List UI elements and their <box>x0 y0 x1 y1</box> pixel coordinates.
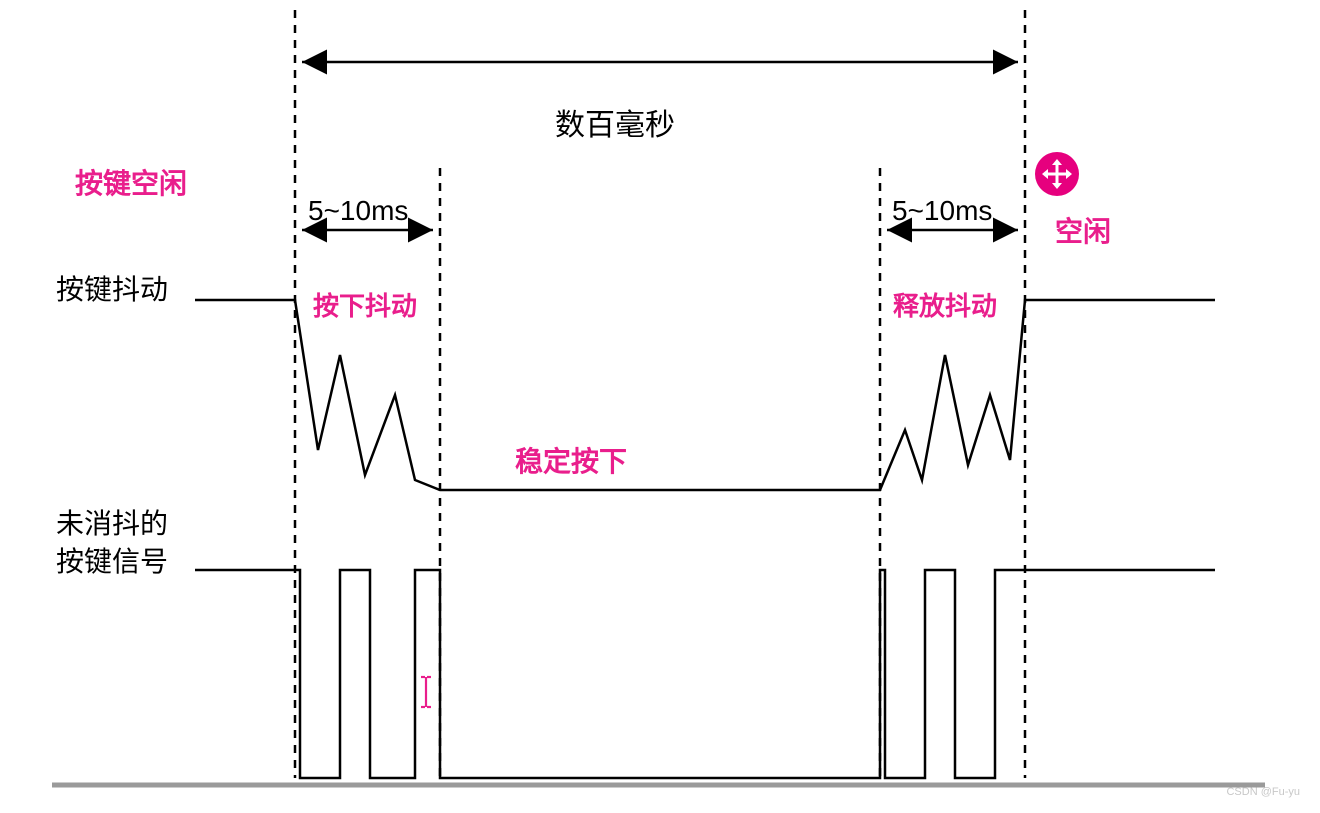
bounce-time-right: 5~10ms <box>892 195 992 227</box>
axis-label-bottom-1: 未消抖的 <box>56 502 168 542</box>
text-cursor-icon <box>418 674 434 715</box>
watermark: CSDN @Fu-yu <box>1226 786 1300 798</box>
bounce-time-left: 5~10ms <box>308 195 408 227</box>
digital-signal <box>195 570 1215 778</box>
idle-left-label: 按键空闲 <box>75 162 187 202</box>
press-bounce-label: 按下抖动 <box>313 286 417 323</box>
debounce-diagram: 数百毫秒 5~10ms 5~10ms 按键抖动 未消抖的 按键信号 按键空闲 空… <box>0 0 1320 808</box>
idle-right-label: 空闲 <box>1055 210 1111 250</box>
move-handle-icon[interactable] <box>1035 152 1079 196</box>
analog-signal <box>195 300 1215 490</box>
axis-label-bottom-2: 按键信号 <box>56 540 168 580</box>
stable-press-label: 稳定按下 <box>515 440 627 480</box>
title-label: 数百毫秒 <box>555 100 675 144</box>
axis-label-top: 按键抖动 <box>56 268 168 308</box>
release-bounce-label: 释放抖动 <box>893 286 997 323</box>
